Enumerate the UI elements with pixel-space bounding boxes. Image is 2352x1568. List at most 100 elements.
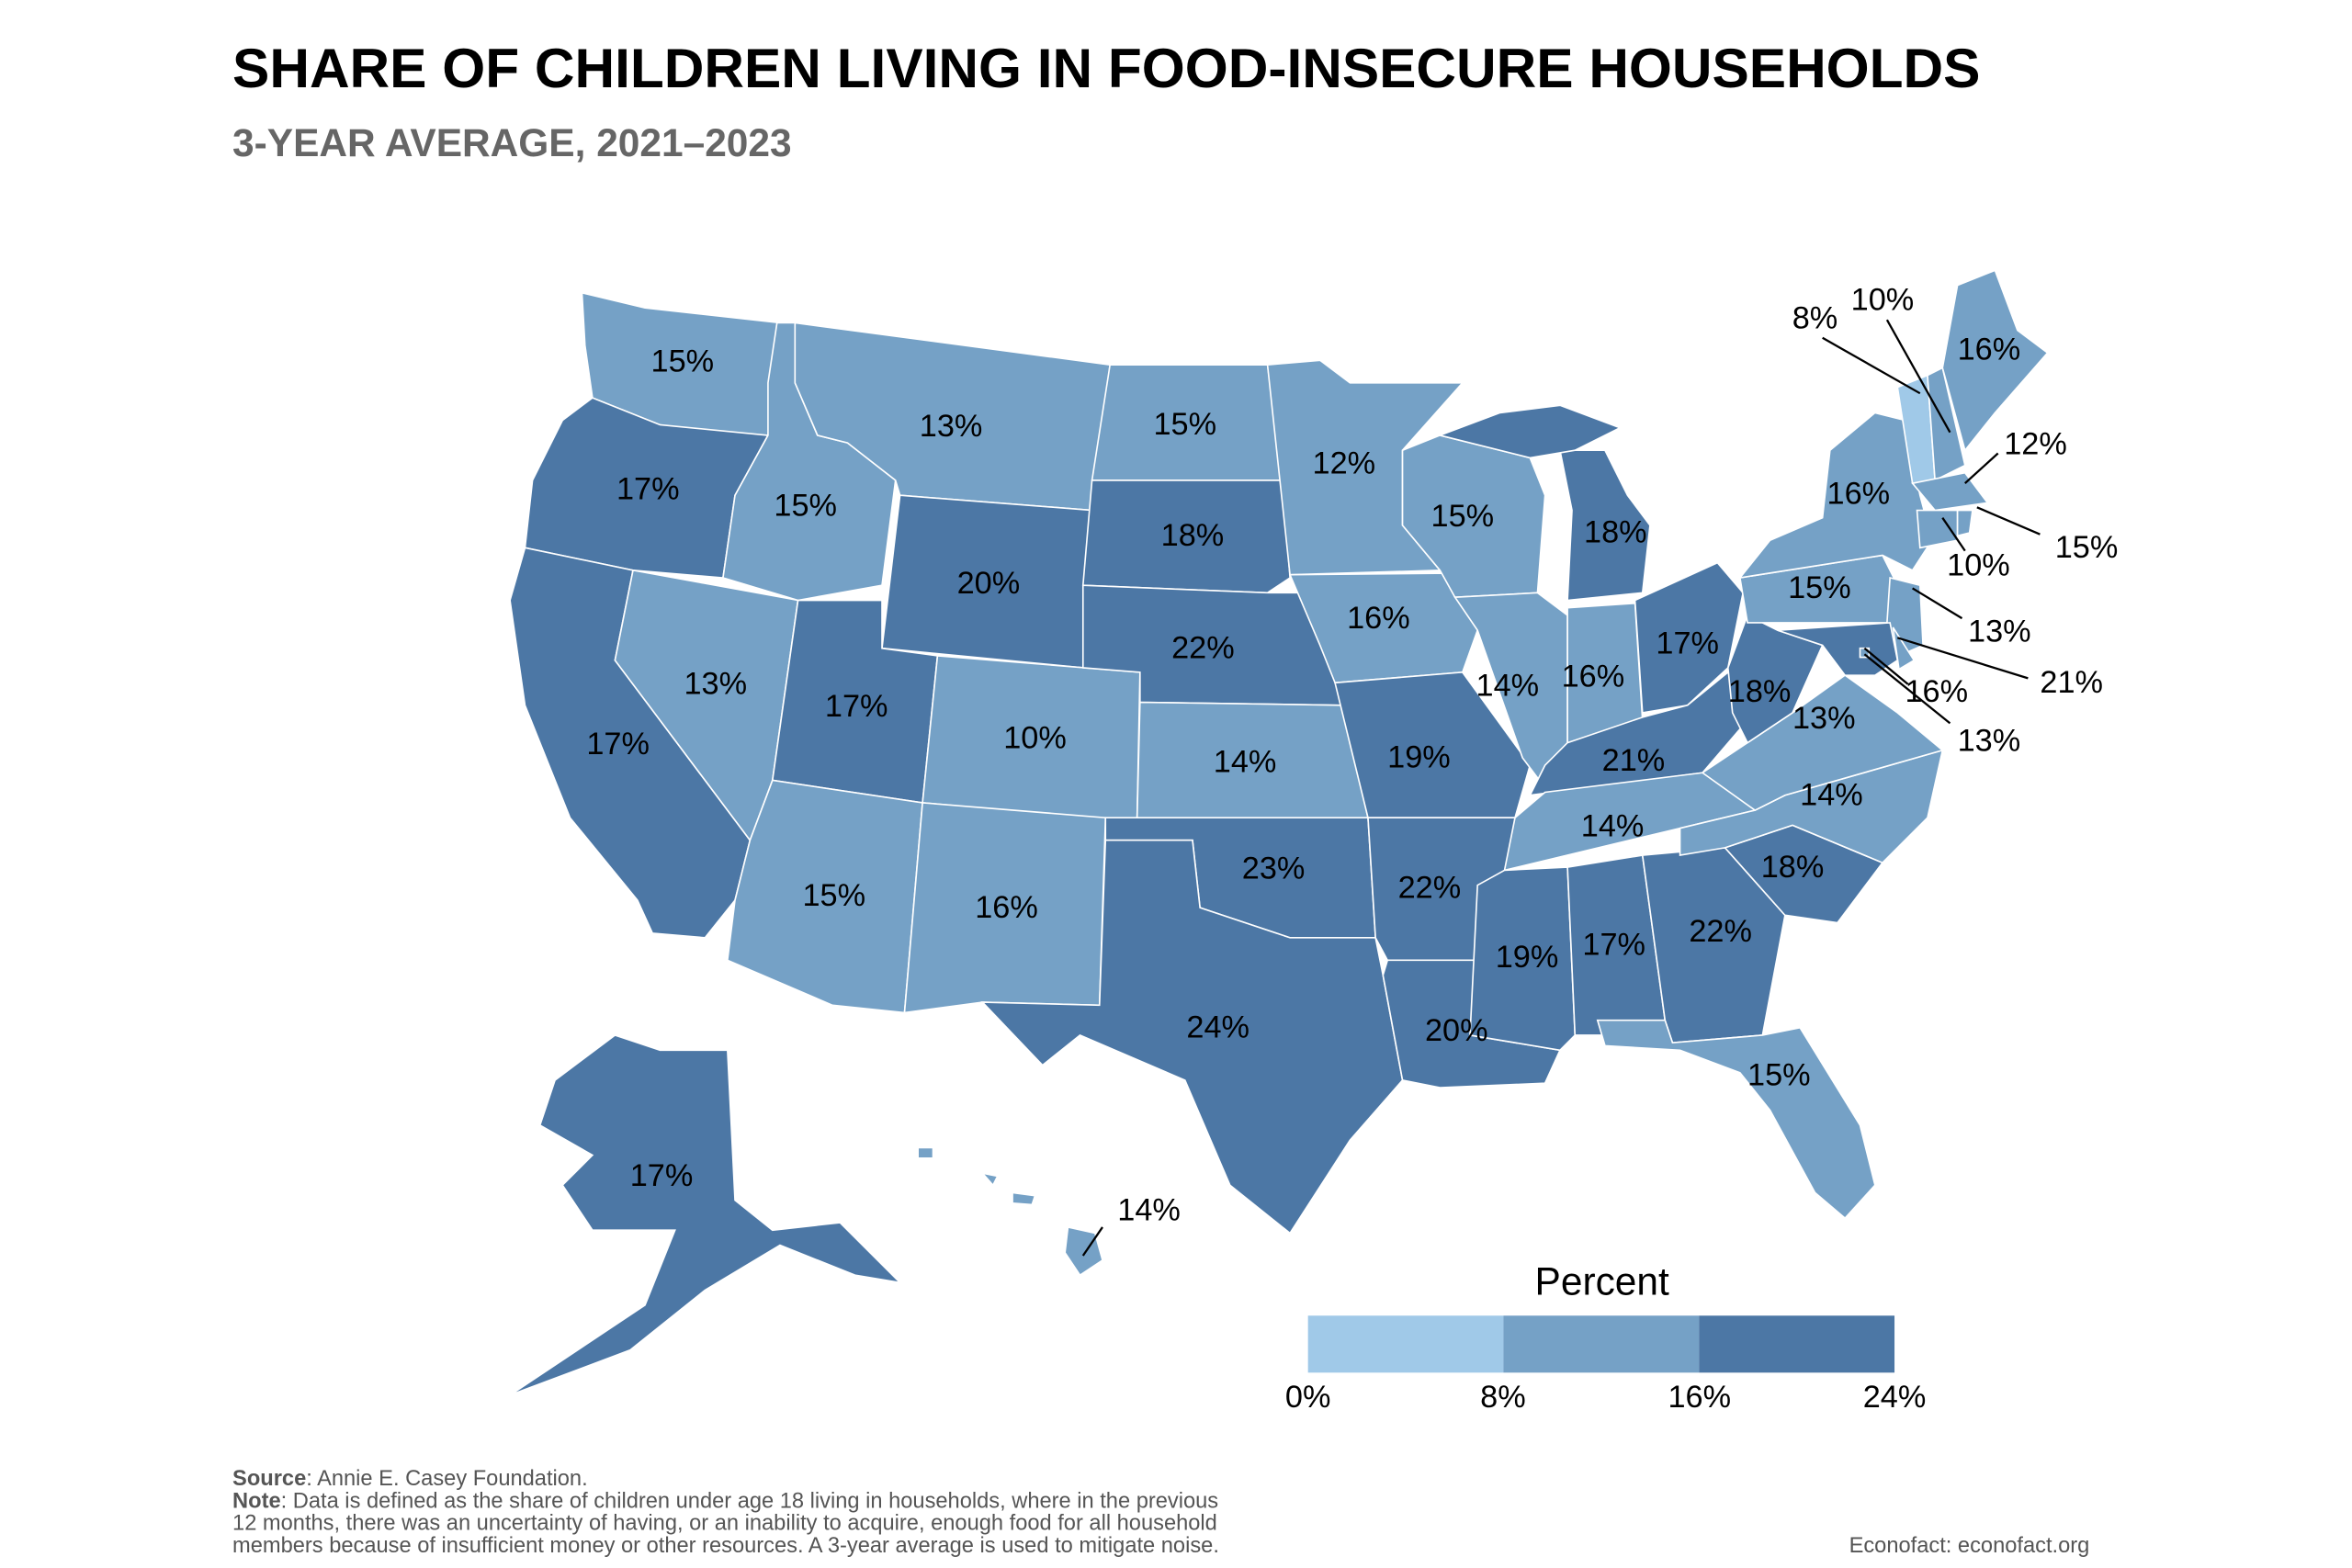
state-label-ct: 10% — [1947, 548, 2010, 583]
state-label-tx: 24% — [1186, 1010, 1250, 1045]
leader-line-dc — [1863, 653, 1951, 725]
note-line-3: members because of insufficient money or… — [232, 1534, 1219, 1558]
legend-title: Percent — [1535, 1259, 1669, 1303]
state-label-il: 14% — [1476, 668, 1540, 703]
state-label-va: 13% — [1792, 701, 1856, 736]
state-label-md: 21% — [2040, 665, 2103, 700]
state-label-ri: 15% — [2055, 530, 2119, 565]
state-hi — [917, 1146, 934, 1159]
state-label-ms: 19% — [1496, 940, 1559, 975]
state-label-co: 10% — [1003, 720, 1067, 755]
state-label-de: 16% — [1905, 674, 1968, 709]
state-label-or: 17% — [616, 471, 680, 506]
legend-tick-8: 8% — [1480, 1380, 1526, 1415]
state-label-nm: 16% — [975, 890, 1038, 925]
legend: Percent 0% 8% 16% 24% — [1285, 1259, 1926, 1414]
state-label-nv: 13% — [684, 667, 747, 702]
legend-bin-0 — [1307, 1315, 1504, 1373]
state-label-az: 15% — [802, 878, 865, 913]
state-label-ca: 17% — [586, 727, 650, 761]
state-or — [524, 397, 770, 579]
state-label-wv: 18% — [1728, 674, 1792, 709]
state-sd — [1081, 479, 1291, 594]
chart-title: SHARE OF CHILDREN LIVING IN FOOD-INSECUR… — [232, 37, 1980, 99]
note-text-1: : Data is defined as the share of childr… — [281, 1489, 1219, 1513]
state-label-ne: 22% — [1171, 630, 1235, 665]
state-label-nd: 15% — [1153, 407, 1216, 442]
source-label: Source — [232, 1467, 306, 1491]
state-label-oh: 17% — [1656, 626, 1719, 661]
state-label-mi: 18% — [1584, 515, 1647, 550]
note-line-1: Note: Data is defined as the share of ch… — [232, 1489, 1218, 1513]
legend-bin-1 — [1503, 1315, 1700, 1373]
credit: Econofact: econofact.org — [1849, 1534, 2090, 1558]
state-label-wa: 15% — [651, 344, 715, 379]
source-line: Source: Annie E. Casey Foundation. — [232, 1467, 588, 1491]
state-label-dc: 13% — [1958, 724, 2021, 759]
state-label-vt: 8% — [1792, 300, 1838, 335]
state-label-ia: 16% — [1347, 601, 1410, 636]
state-label-al: 17% — [1582, 928, 1645, 963]
state-mi — [1558, 449, 1651, 602]
legend-tick-24: 24% — [1863, 1380, 1927, 1415]
state-me — [1941, 269, 2049, 452]
state-label-ny: 16% — [1827, 476, 1891, 511]
state-label-pa: 15% — [1788, 570, 1851, 605]
state-label-me: 16% — [1958, 333, 2021, 367]
state-tx — [980, 839, 1404, 1235]
state-label-hi: 14% — [1117, 1193, 1181, 1228]
source-text: : Annie E. Casey Foundation. — [306, 1467, 587, 1491]
leader-line-de — [1863, 647, 1909, 685]
leader-line-md — [1896, 637, 2029, 680]
state-ak — [509, 1034, 902, 1396]
state-mo — [1334, 671, 1532, 819]
state-label-ut: 17% — [825, 689, 888, 724]
state-label-ok: 23% — [1242, 851, 1306, 886]
leader-line-ri — [1976, 506, 2041, 536]
chart-subtitle: 3-YEAR AVERAGE, 2021–2023 — [232, 121, 792, 164]
state-label-wi: 15% — [1431, 499, 1495, 534]
states-layer — [509, 269, 2049, 1396]
state-label-ks: 14% — [1214, 745, 1277, 780]
state-label-nj: 13% — [1968, 614, 2031, 649]
leader-line-nj — [1912, 587, 1963, 620]
state-label-ma: 12% — [2004, 426, 2067, 461]
state-ma — [1911, 471, 1989, 512]
state-label-id: 15% — [774, 488, 837, 523]
state-hi — [1012, 1191, 1036, 1206]
state-label-mo: 19% — [1387, 740, 1451, 775]
state-label-sc: 18% — [1761, 850, 1825, 885]
state-mi — [1437, 404, 1623, 459]
state-label-ar: 22% — [1398, 871, 1462, 906]
state-labels: 15% 17% 17% 13% 15% 13% 20% 17% 10% 15% 16% 15% 18% 2… — [586, 283, 2118, 1228]
state-hi — [980, 1171, 999, 1187]
leader-line-ma — [1964, 452, 1999, 484]
state-label-wy: 20% — [957, 566, 1021, 601]
state-label-la: 20% — [1425, 1013, 1488, 1048]
leader-lines — [1081, 319, 2041, 1257]
state-label-fl: 15% — [1747, 1058, 1811, 1093]
state-label-mt: 13% — [920, 409, 983, 444]
state-label-nc: 14% — [1800, 777, 1863, 812]
state-ri — [1956, 509, 1973, 537]
state-label-nh: 10% — [1851, 283, 1915, 318]
footer: Source: Annie E. Casey Foundation. Note:… — [232, 1467, 2089, 1558]
state-label-in: 16% — [1562, 659, 1625, 694]
state-label-ak: 17% — [630, 1158, 694, 1193]
legend-tick-16: 16% — [1668, 1380, 1731, 1415]
state-md — [1777, 622, 1899, 676]
state-label-mn: 12% — [1313, 446, 1376, 481]
note-label: Note — [232, 1489, 281, 1513]
legend-bin-2 — [1699, 1315, 1895, 1373]
leader-line-ct — [1941, 517, 1966, 552]
note-line-2: 12 months, there was an uncertainty of h… — [232, 1512, 1217, 1536]
state-label-sd: 18% — [1161, 518, 1225, 553]
leader-line-nh — [1885, 319, 1951, 434]
legend-tick-0: 0% — [1285, 1380, 1331, 1415]
leader-line-vt — [1822, 336, 1921, 395]
state-label-ky: 21% — [1602, 743, 1666, 778]
leader-line-hi — [1081, 1226, 1103, 1257]
state-label-tn: 14% — [1581, 809, 1645, 844]
state-fl — [1596, 1019, 1876, 1220]
